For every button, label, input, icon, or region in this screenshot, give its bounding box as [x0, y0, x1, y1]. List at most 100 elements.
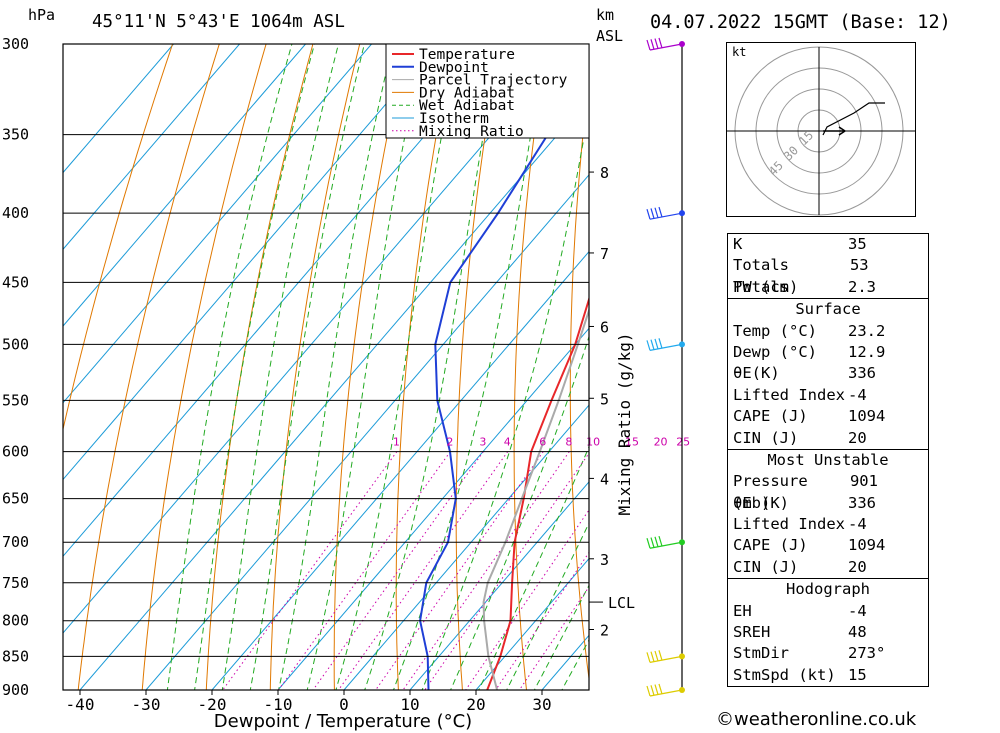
legend-entry-label: Mixing Ratio: [419, 124, 524, 140]
index-row-dewp: Dewp (°C) 12.9: [728, 342, 928, 363]
height-tick-label: 5: [600, 390, 609, 408]
wind-barb-flag: [646, 340, 651, 351]
series-line-parcel-trajectory: [482, 307, 589, 690]
wind-barb: [646, 206, 683, 220]
pressure-unit-label: hPa: [28, 6, 56, 24]
index-value: -4: [848, 385, 867, 404]
index-row-temp: Temp (°C) 23.2: [728, 321, 928, 342]
index-value: -4: [848, 601, 867, 620]
pressure-tick-label: 450: [2, 273, 29, 291]
isotherm-line: [63, 44, 174, 174]
wind-barb: [646, 683, 683, 697]
wind-barb-flag: [654, 38, 659, 49]
index-value: 12.9: [848, 342, 886, 361]
index-label: Lifted Index: [733, 515, 845, 534]
plot-frame: [62, 43, 590, 691]
wind-barb-flag: [650, 537, 655, 548]
x-axis-label: Dewpoint / Temperature (°C): [214, 711, 472, 732]
height-tick-label: 7: [600, 245, 609, 263]
index-label: θE(K): [733, 364, 780, 383]
wet-adiabat-line: [364, 44, 500, 690]
pressure-tick-label: 350: [2, 126, 29, 144]
index-value: 48: [848, 623, 867, 642]
wind-barb-shaft: [649, 541, 683, 549]
index-row-li: Lifted Index -4: [728, 385, 928, 406]
hodograph-panel: kt 15 30 45: [726, 42, 916, 217]
dry-adiabat-line: [77, 44, 220, 690]
legend-entry-label: Wet Adiabat: [419, 98, 515, 114]
temperature-tick-label: -40: [66, 695, 95, 714]
wind-barb-flag: [650, 651, 655, 662]
series-line-dewpoint: [419, 44, 563, 690]
index-label: CIN (J): [733, 557, 799, 576]
wind-barb-flag: [654, 650, 659, 662]
index-row-pw: PW (cm) 2.3: [728, 277, 928, 298]
pressure-tick-label: 850: [2, 647, 29, 665]
pressure-tick-label: 750: [2, 574, 29, 592]
isotherm-line: [63, 44, 306, 327]
mixing-ratio-label: 25: [676, 436, 690, 449]
wind-barb-shaft: [649, 655, 683, 663]
index-row-stmspd: StmSpd (kt) 15: [728, 665, 928, 686]
height-tick-label: 3: [600, 551, 609, 569]
temperature-tick-label: 20: [466, 695, 485, 714]
index-row-cin: CIN (J) 20: [728, 428, 928, 449]
wet-adiabat-line: [278, 44, 394, 690]
index-label: SREH: [733, 623, 771, 642]
mixing-ratio-line: [338, 451, 509, 690]
index-value: 1094: [848, 536, 886, 555]
wind-barb-flag: [650, 339, 655, 350]
dry-adiabat-line: [141, 44, 267, 690]
pressure-tick-label: 650: [2, 490, 29, 508]
wind-barb-shaft: [649, 343, 683, 351]
wind-barb-flag: [658, 535, 663, 547]
legend-entry-label: Isotherm: [419, 111, 489, 127]
wind-barb-flag: [646, 685, 651, 697]
isotherm-line: [211, 250, 589, 690]
dry-adiabat-line: [921, 44, 1000, 690]
index-value: 23.2: [848, 321, 886, 340]
datetime-label: 04.07.2022 15GMT (Base: 12): [650, 12, 951, 33]
index-label: K: [733, 235, 743, 253]
index-value: 901: [849, 472, 878, 491]
wind-barb-shaft: [649, 689, 683, 697]
wind-barb-flag: [650, 685, 655, 696]
pressure-tick-label: 800: [2, 612, 29, 630]
height-tick-label: 4: [600, 470, 609, 488]
pressure-tick-label: 600: [2, 443, 29, 461]
credit-link[interactable]: ©weatheronline.co.uk: [716, 709, 917, 730]
index-label: θE (K): [733, 493, 789, 512]
legend-entry-label: Dry Adiabat: [419, 85, 515, 101]
dry-adiabat-line: [569, 75, 589, 683]
hodograph-unit: kt: [732, 45, 747, 59]
dry-adiabat-line: [678, 44, 719, 690]
mixing-ratio-axis-label: Mixing Ratio (g/kg): [615, 332, 634, 515]
hodograph-trace: [822, 102, 885, 136]
mixing-ratio-line: [312, 451, 484, 690]
index-label: CIN (J): [733, 428, 799, 447]
temperature-tick-label: 30: [532, 695, 551, 714]
wind-barb-flag: [654, 684, 659, 695]
index-value: 53: [849, 256, 869, 275]
temperature-tick-label: 0: [339, 695, 349, 714]
index-row-mu-thetae: θE (K) 336: [728, 493, 928, 514]
pressure-tick-label: 900: [2, 681, 29, 699]
wet-adiabat-line: [221, 44, 339, 690]
index-label: Totals Totals: [733, 256, 789, 296]
legend-box: [385, 43, 590, 139]
pressure-tick-label: 550: [2, 391, 29, 409]
height-tick-label: 6: [600, 318, 609, 336]
wet-adiabat-line: [421, 105, 589, 690]
legend-entry-label: Parcel Trajectory: [419, 73, 568, 89]
wind-barb-shaft: [649, 212, 683, 220]
lcl-label: LCL: [608, 594, 635, 612]
index-value: 35: [848, 235, 867, 253]
index-value: -4: [848, 515, 867, 534]
wet-adiabat-line: [478, 445, 589, 690]
wind-barb-flag: [658, 683, 663, 695]
mixing-ratio-label: 4: [504, 436, 511, 449]
dry-adiabat-line: [968, 44, 1000, 690]
index-row-k: K 35: [728, 234, 928, 255]
